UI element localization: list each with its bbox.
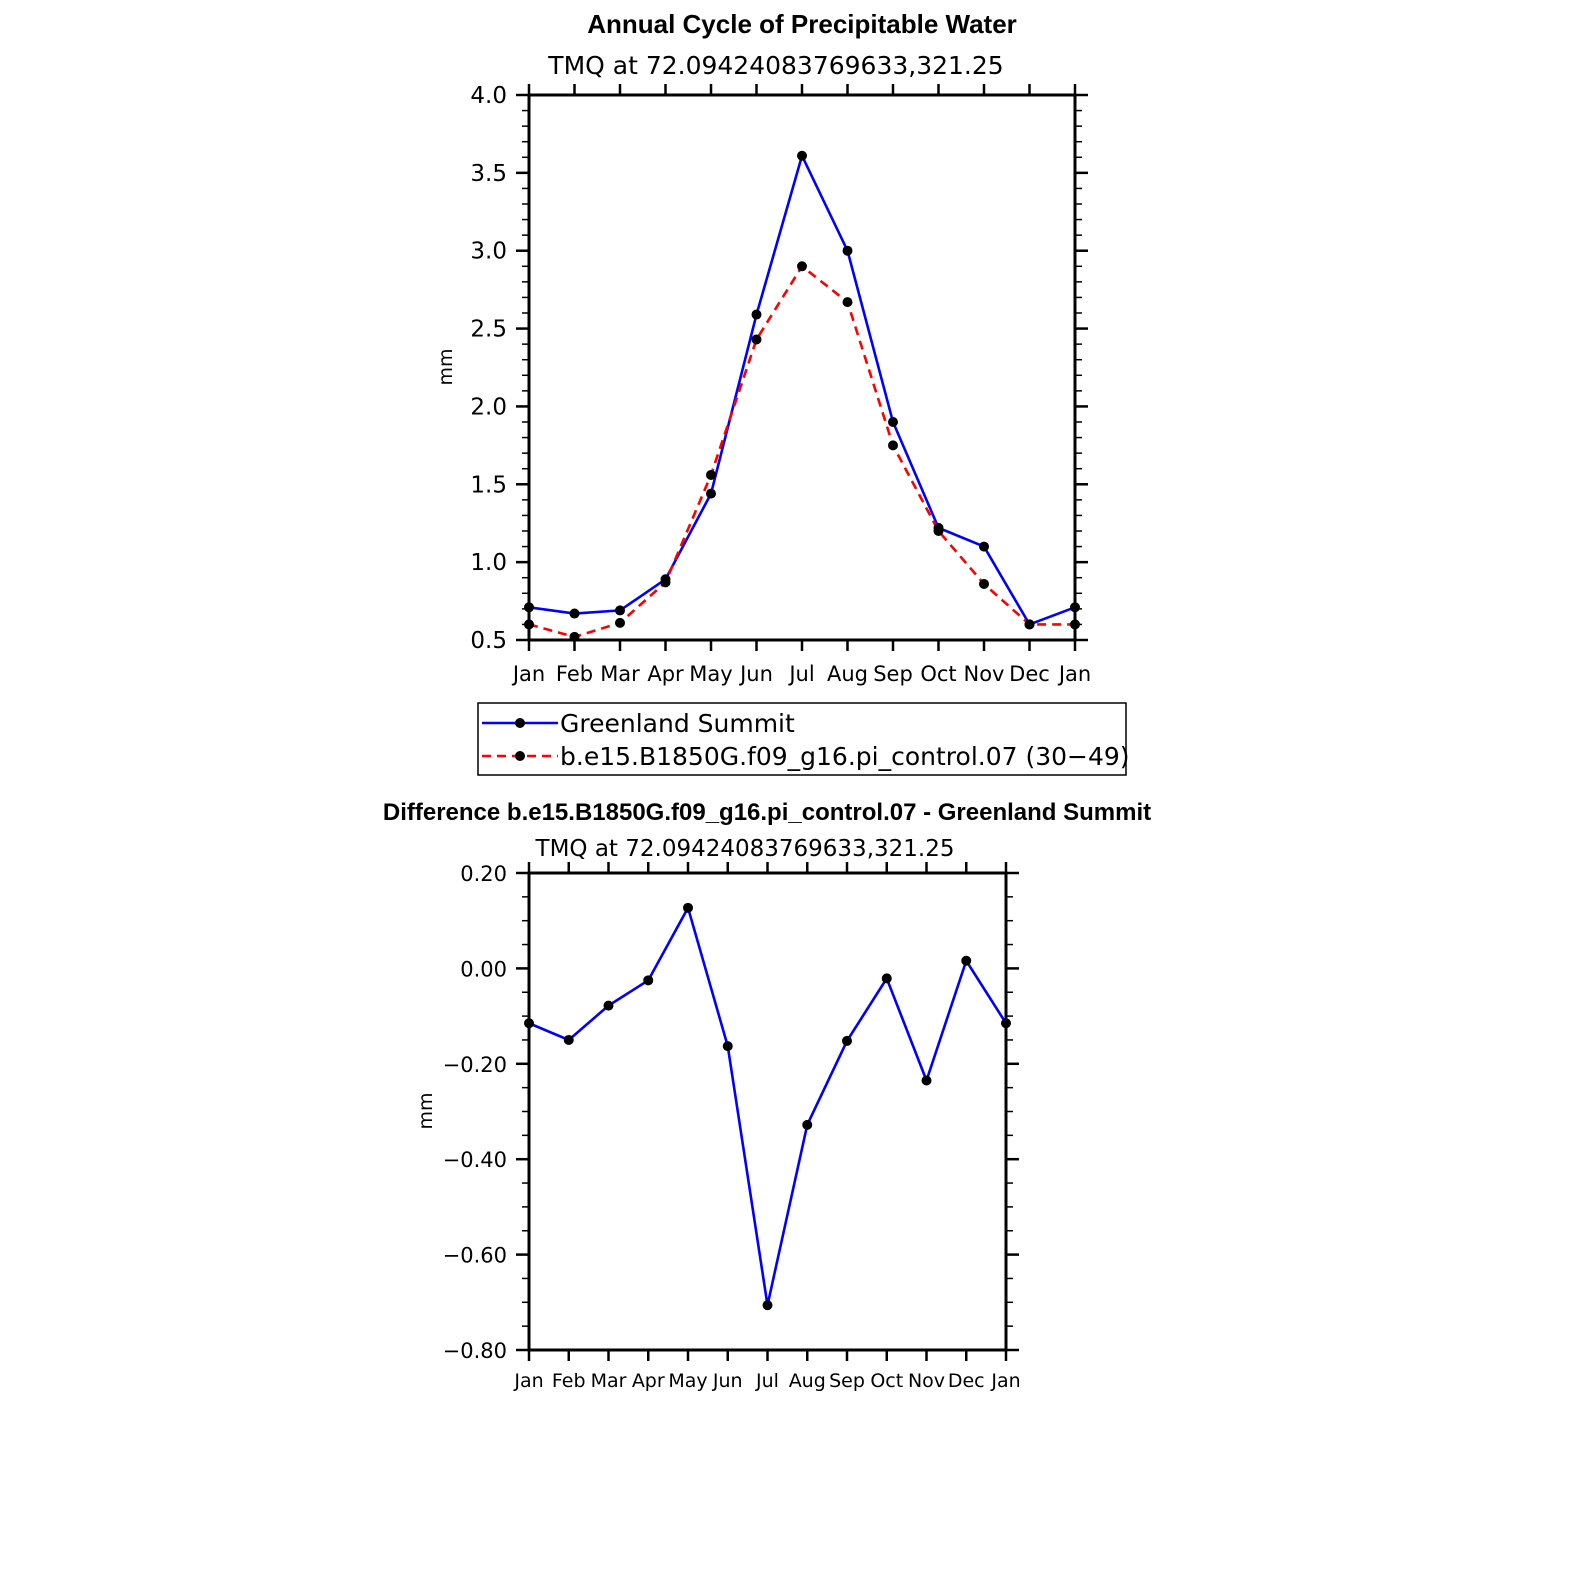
series-1-point (706, 469, 716, 480)
x-tick-label: Mar (591, 1370, 627, 1392)
legend-marker-pi-control (515, 751, 525, 761)
series-1-point (660, 577, 671, 588)
y-tick-label: 2.5 (470, 317, 507, 343)
x-tick-label: Aug (789, 1370, 826, 1392)
x-tick-label: Jan (990, 1370, 1020, 1392)
series-line-0 (528, 904, 1008, 1306)
chart1-legend: Greenland Summit b.e15.B1850G.f09_g16.pi… (477, 702, 1130, 776)
series-0-point (563, 1034, 574, 1045)
x-tick-label: Oct (870, 1370, 903, 1392)
series-0-point (979, 541, 989, 552)
y-tick-label: −0.40 (443, 1148, 507, 1172)
x-tick-label: Sep (873, 662, 913, 686)
x-tick-label: May (689, 662, 732, 686)
x-tick-label: Jan (513, 1370, 543, 1392)
series-1-point (797, 261, 807, 272)
chart1-series (524, 150, 1080, 642)
x-tick-label: Aug (827, 662, 868, 686)
x-tick-label: Jul (787, 662, 814, 686)
legend-label-pi-control: b.e15.B1850G.f09_g16.pi_control.07 (30−4… (560, 742, 1130, 771)
x-tick-label: Sep (829, 1370, 865, 1392)
x-tick-label: May (668, 1370, 707, 1392)
chart1-title: Annual Cycle of Precipitable Water (587, 9, 1017, 39)
series-0-point (706, 488, 716, 499)
chart1-y-axis-label: mm (435, 348, 457, 385)
chart2-subtitle: TMQ at 72.09424083769633,321.25 (535, 836, 955, 862)
x-tick-label: Feb (556, 662, 593, 686)
y-tick-label: 1.5 (470, 472, 507, 498)
x-tick-label: Jun (738, 662, 773, 686)
chart1-plot-frame (527, 93, 1077, 642)
series-0-point (762, 1300, 773, 1311)
series-0-point (888, 417, 898, 427)
legend-entry-greenland-summit: Greenland Summit (482, 709, 795, 738)
y-tick-label: −0.20 (443, 1053, 507, 1077)
series-0-point (881, 973, 892, 984)
series-0-point (921, 1075, 932, 1086)
series-0-point (603, 1000, 614, 1011)
y-tick-label: 0.5 (470, 628, 507, 654)
series-0-point (797, 150, 807, 161)
difference-chart: Difference b.e15.B1850G.f09_g16.pi_contr… (383, 799, 1151, 1392)
chart1-subtitle: TMQ at 72.09424083769633,321.25 (547, 51, 1003, 80)
series-0-point (722, 1041, 733, 1052)
series-0-point (802, 1119, 813, 1130)
series-1-point (933, 526, 944, 536)
x-tick-label: Jan (1057, 662, 1091, 686)
chart2-y-axis-label: mm (415, 1092, 437, 1129)
x-tick-label: Jun (712, 1370, 743, 1392)
legend-label-greenland-summit: Greenland Summit (560, 709, 795, 738)
series-0-point (569, 608, 580, 619)
legend-box (477, 702, 1127, 776)
series-0-point (751, 309, 762, 320)
y-tick-label: −0.60 (443, 1244, 507, 1268)
x-tick-label: Apr (632, 1370, 665, 1392)
series-1-point (842, 297, 853, 308)
series-1-point (888, 440, 898, 451)
chart2-plot-frame (527, 871, 1008, 1352)
series-0-point (615, 605, 625, 616)
y-tick-label: 0.00 (460, 957, 507, 981)
chart2-series (524, 902, 1011, 1311)
series-0-point (842, 1035, 852, 1046)
x-tick-label: Mar (600, 662, 640, 686)
series-1-point (979, 578, 989, 589)
y-tick-label: 1.0 (470, 550, 507, 576)
y-tick-label: 3.0 (470, 239, 507, 265)
x-tick-label: Dec (948, 1370, 985, 1392)
series-1-point (1024, 619, 1035, 630)
x-tick-label: Jul (755, 1370, 779, 1392)
y-tick-label: 4.0 (470, 83, 507, 109)
series-0-point (643, 975, 654, 986)
legend-entry-pi-control: b.e15.B1850G.f09_g16.pi_control.07 (30−4… (482, 742, 1130, 771)
x-tick-label: Jan (511, 662, 545, 686)
x-tick-label: Nov (908, 1370, 945, 1392)
x-tick-label: Feb (552, 1370, 586, 1392)
series-0-point (683, 902, 693, 913)
annual-cycle-chart: Annual Cycle of Precipitable Water TMQ a… (435, 9, 1130, 776)
series-0-point (961, 955, 972, 966)
y-tick-label: 2.0 (470, 394, 507, 420)
series-line-0 (528, 152, 1076, 627)
series-line-1 (528, 264, 1075, 639)
series-0-point (842, 245, 853, 256)
y-tick-label: −0.80 (443, 1339, 507, 1363)
x-tick-label: Nov (964, 662, 1005, 686)
legend-marker-greenland-summit (515, 718, 525, 728)
series-1-point (615, 617, 625, 628)
x-tick-label: Apr (647, 662, 684, 686)
y-tick-label: 3.5 (470, 161, 507, 187)
y-tick-label: 0.20 (460, 862, 507, 886)
series-1-point (751, 334, 762, 345)
chart2-title: Difference b.e15.B1850G.f09_g16.pi_contr… (383, 799, 1151, 826)
x-tick-label: Dec (1009, 662, 1050, 686)
x-tick-label: Oct (920, 662, 956, 686)
chart1-ticks: Jan Feb Mar Apr May Jun Jul Aug Sep Oct Nov Dec Jan0… (470, 83, 1091, 686)
